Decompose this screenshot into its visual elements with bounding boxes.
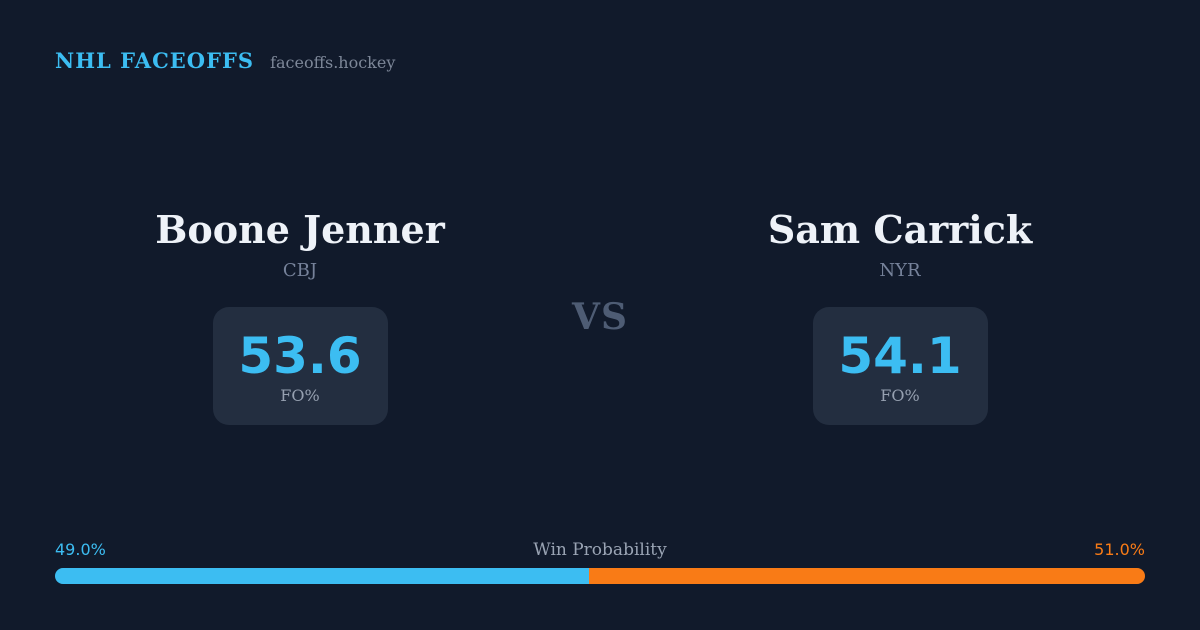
vs-label: VS [572, 296, 628, 338]
player-left: Boone Jenner CBJ 53.6 FO% [100, 205, 500, 425]
player-right-team: NYR [879, 260, 921, 281]
win-bar-left [55, 568, 590, 584]
player-right: Sam Carrick NYR 54.1 FO% [700, 205, 1100, 425]
site-url: faceoffs.hockey [270, 53, 396, 72]
player-left-stat-label: FO% [280, 385, 320, 405]
player-left-stat-value: 53.6 [238, 326, 362, 385]
player-left-team: CBJ [282, 260, 318, 281]
win-probability-right-pct: 51.0% [1094, 540, 1145, 559]
header: NHL FACEOFFS faceoffs.hockey [55, 48, 395, 73]
win-probability-bar [55, 568, 1145, 584]
player-right-stat-card: 54.1 FO% [812, 307, 988, 425]
win-bar-right [589, 568, 1145, 584]
win-probability-section: 49.0% Win Probability 51.0% [55, 541, 1145, 584]
win-probability-labels: 49.0% Win Probability 51.0% [55, 540, 1145, 560]
app-title: NHL FACEOFFS [55, 48, 255, 73]
player-left-stat-card: 53.6 FO% [212, 307, 388, 425]
player-right-stat-value: 54.1 [838, 326, 962, 385]
win-probability-title: Win Probability [533, 540, 667, 560]
player-right-name: Sam Carrick [767, 207, 1033, 252]
player-left-name: Boone Jenner [155, 207, 445, 252]
player-right-stat-label: FO% [880, 385, 920, 405]
win-probability-left-pct: 49.0% [55, 540, 106, 559]
